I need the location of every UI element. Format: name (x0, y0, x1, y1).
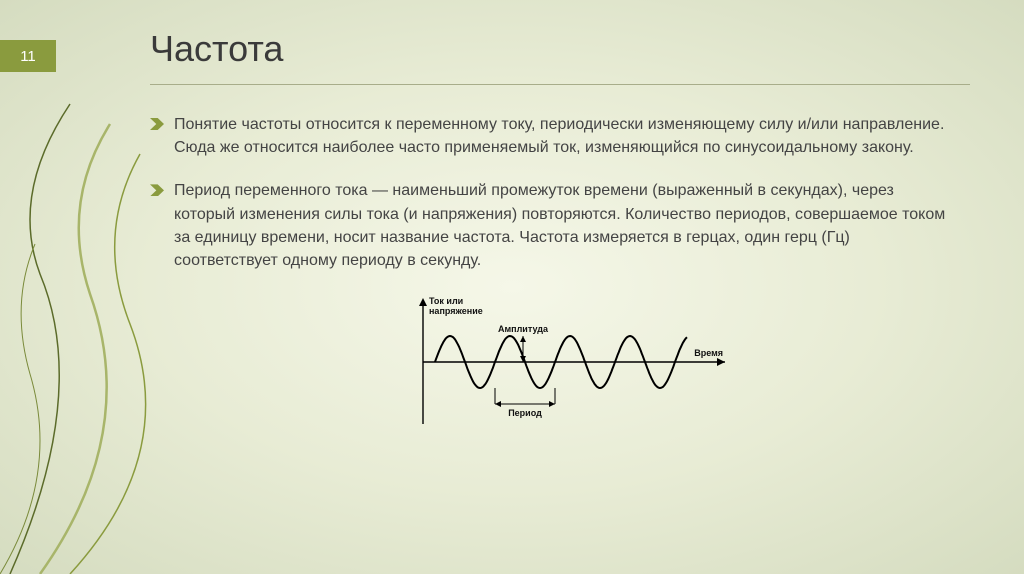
title-underline (150, 84, 970, 85)
bullet-item: Период переменного тока — наименьший про… (150, 179, 950, 272)
bullet-list: Понятие частоты относится к переменному … (150, 113, 950, 272)
sine-chart: Ток или напряжение Время Амплитуда Перио… (395, 292, 735, 432)
svg-text:Ток или: Ток или (429, 296, 463, 306)
bullet-item: Понятие частоты относится к переменному … (150, 113, 950, 159)
svg-text:Время: Время (694, 348, 723, 358)
svg-text:Амплитуда: Амплитуда (498, 324, 549, 334)
svg-text:Период: Период (508, 408, 542, 418)
page-number-badge: 11 (0, 40, 56, 72)
slide-title: Частота (150, 28, 980, 70)
slide-content: Частота Понятие частоты относится к пере… (150, 28, 980, 432)
svg-text:напряжение: напряжение (429, 306, 483, 316)
